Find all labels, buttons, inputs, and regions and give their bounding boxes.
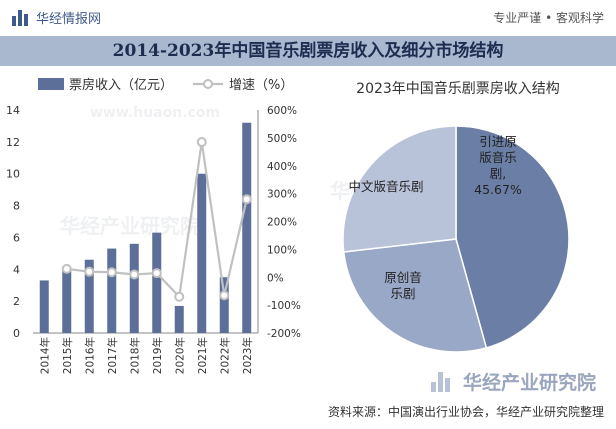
x-tick-label: 2015年 (61, 337, 74, 374)
y-tick-label: 12 (6, 136, 20, 149)
growth-point-2017年 (106, 267, 117, 278)
y2-tick-label: -200% (267, 328, 301, 340)
pie-label-引进原版音乐剧: 引进原版音乐剧, 45.67% (474, 134, 522, 197)
bar-2020年 (174, 305, 184, 333)
y2-tick-label: -100% (267, 300, 301, 312)
y2-tick-label: 200% (267, 217, 297, 229)
watermark-logo: 华经产业研究院 (430, 368, 596, 395)
growth-point-2022年 (219, 290, 230, 301)
legend-label-bar: 票房收入（亿元） (69, 77, 173, 93)
y-tick-label: 0 (13, 327, 20, 340)
growth-point-2018年 (129, 269, 140, 280)
legend-label-line: 增速（%） (229, 78, 293, 93)
page-title: 2014-2023年中国音乐剧票房收入及细分市场结构 (112, 41, 504, 61)
pie-slice-中文版音乐剧 (342, 125, 457, 253)
watermark-logo-text: 华经产业研究院 (462, 372, 596, 394)
growth-point-2019年 (151, 268, 162, 279)
x-tick-label: 2017年 (106, 337, 119, 374)
x-tick-label: 2021年 (196, 337, 209, 374)
growth-point-2016年 (84, 266, 95, 277)
y2-tick-label: 100% (267, 244, 297, 256)
x-tick-label: 2023年 (241, 337, 254, 374)
watermark-logo-icon (430, 371, 457, 392)
brand-name: 华经情报网 (36, 12, 102, 27)
x-tick-label: 2022年 (218, 337, 231, 374)
bar-2014年 (39, 280, 49, 333)
y-tick-label: 14 (6, 104, 20, 117)
title-band: 2014-2023年中国音乐剧票房收入及细分市场结构 (0, 36, 616, 66)
source-note: 资料来源：中国演出行业协会，华经产业研究院整理 (327, 405, 604, 419)
legend-swatch-point (203, 79, 213, 89)
x-tick-label: 2020年 (173, 337, 186, 374)
y-tick-label: 4 (13, 263, 20, 276)
bar-2016年 (84, 259, 94, 333)
pie-label-中文版音乐剧: 中文版音乐剧 (348, 179, 423, 194)
bar-2015年 (62, 269, 72, 333)
y2-tick-label: 600% (267, 105, 297, 117)
y2-tick-label: 400% (267, 161, 297, 173)
bar-2022年 (219, 277, 229, 333)
bar-2018年 (129, 243, 139, 333)
x-tick-label: 2014年 (38, 337, 51, 374)
y-tick-label: 6 (13, 231, 20, 244)
y-tick-label: 10 (6, 168, 20, 181)
x-tick-label: 2018年 (128, 337, 141, 374)
growth-point-2020年 (174, 291, 185, 302)
growth-point-2023年 (241, 194, 252, 205)
growth-point-2015年 (61, 263, 72, 274)
y2-tick-label: 500% (267, 133, 297, 145)
tagline: 专业严谨 • 客观科学 (493, 11, 604, 25)
brand: 华经情报网 (12, 8, 101, 27)
x-tick-label: 2019年 (151, 337, 164, 374)
bar-2019年 (152, 232, 162, 333)
pie-title: 2023年中国音乐剧票房收入结构 (356, 80, 560, 97)
pie-label-原创音乐剧: 原创音乐剧 (384, 270, 422, 301)
pie-slice-原创音乐剧 (342, 238, 488, 353)
bar-2017年 (107, 248, 117, 333)
bar-2021年 (197, 173, 207, 333)
y2-tick-label: 300% (267, 189, 297, 201)
y-tick-label: 2 (13, 295, 20, 308)
growth-point-2021年 (196, 137, 207, 148)
brand-logo-icon (12, 9, 30, 26)
top-bar: 华经情报网 专业严谨 • 客观科学 (0, 0, 616, 34)
pie-slice-引进原版音乐剧 (455, 125, 570, 349)
y-tick-label: 8 (13, 200, 20, 213)
x-tick-label: 2016年 (83, 337, 96, 374)
legend-swatch-bar (38, 78, 64, 90)
y2-tick-label: 0% (267, 272, 284, 284)
bar-2023年 (242, 122, 252, 333)
